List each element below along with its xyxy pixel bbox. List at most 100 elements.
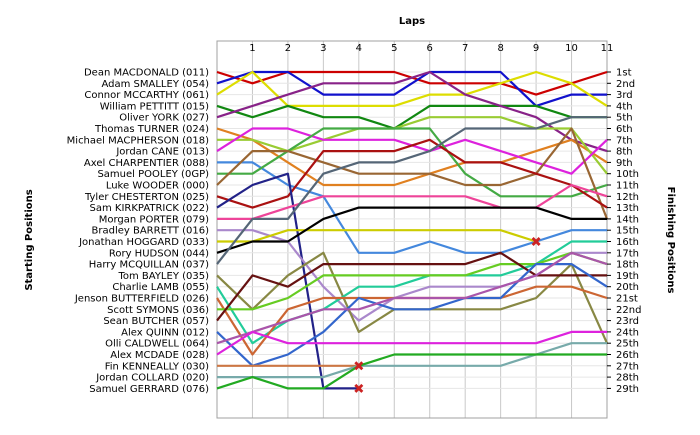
series-line bbox=[217, 229, 537, 243]
series-line bbox=[216, 251, 607, 322]
finishing-position-label: 13th bbox=[616, 203, 639, 214]
finishing-position-label: 3rd bbox=[616, 90, 633, 101]
lap-tick-label: 1 bbox=[249, 43, 255, 54]
finishing-position-label: 29th bbox=[616, 384, 639, 395]
retirement-markers bbox=[354, 237, 541, 393]
driver-label: Dean MACDONALD (011) bbox=[84, 68, 209, 79]
driver-label: Rory HUDSON (044) bbox=[109, 248, 209, 259]
lap-tick-label: 11 bbox=[601, 43, 614, 54]
finishing-position-label: 1st bbox=[616, 68, 632, 79]
finishing-position-label: 27th bbox=[616, 361, 639, 372]
finishing-position-label: 7th bbox=[616, 135, 633, 146]
driver-label: Jonathan HOGGARD (033) bbox=[78, 237, 209, 248]
lap-tick-label: 5 bbox=[391, 43, 397, 54]
lap-tick-label: 6 bbox=[427, 43, 433, 54]
series-line bbox=[216, 116, 607, 265]
finishing-position-label: 9th bbox=[616, 158, 633, 169]
driver-label: Sean BUTCHER (057) bbox=[103, 316, 209, 327]
lap-tick-label: 3 bbox=[320, 43, 326, 54]
series-line bbox=[216, 127, 609, 220]
driver-label: Adam SMALLEY (054) bbox=[101, 79, 209, 90]
y-axis-right-title: Finishing Positions bbox=[665, 187, 676, 294]
finishing-position-label: 26th bbox=[616, 350, 639, 361]
series-line bbox=[216, 240, 607, 345]
driver-label: Charlie LAMB (055) bbox=[112, 282, 209, 293]
finishing-position-label: 17th bbox=[616, 248, 639, 259]
retirement-marker bbox=[531, 237, 541, 246]
finishing-position-label: 24th bbox=[616, 327, 639, 338]
driver-label: Jenson BUTTERFIELD (026) bbox=[74, 294, 209, 305]
lap-tick-label: 10 bbox=[565, 43, 578, 54]
lap-tick-labels: 1 2 3 4 5 6 7 8 9 10 11 bbox=[249, 43, 613, 54]
driver-label: Oliver YORK (027) bbox=[119, 113, 209, 124]
lap-tick-label: 9 bbox=[533, 43, 539, 54]
driver-label: Samuel POOLEY (0GP) bbox=[97, 169, 209, 180]
finishing-position-label: 14th bbox=[616, 214, 639, 225]
finishing-position-label: 4th bbox=[616, 101, 633, 112]
finishing-position-label: 8th bbox=[616, 147, 633, 158]
starting-position-labels: Dean MACDONALD (011)Adam SMALLEY (054)Co… bbox=[67, 68, 209, 395]
series-line bbox=[216, 353, 607, 390]
lap-tick-label: 4 bbox=[356, 43, 362, 54]
finishing-position-label: 23rd bbox=[616, 316, 639, 327]
driver-label: Alex MCDADE (028) bbox=[110, 350, 209, 361]
driver-label: Alex QUINN (012) bbox=[121, 327, 209, 338]
finishing-position-label: 10th bbox=[616, 169, 639, 180]
retirement-marker bbox=[354, 361, 364, 371]
finishing-position-label: 22nd bbox=[616, 305, 641, 316]
driver-label: Olli CALDWELL (064) bbox=[105, 339, 209, 350]
finishing-position-label: 12th bbox=[616, 192, 639, 203]
driver-label: Jordan CANE (013) bbox=[115, 147, 209, 158]
y-axis-left-title: Starting Positions bbox=[24, 189, 35, 290]
finishing-position-label: 25th bbox=[616, 339, 639, 350]
lap-tick-label: 2 bbox=[285, 43, 291, 54]
series-line bbox=[216, 263, 608, 367]
series-line bbox=[216, 330, 607, 356]
driver-label: Connor MCCARTHY (061) bbox=[84, 90, 209, 101]
series-line bbox=[216, 70, 607, 108]
x-axis-title: Laps bbox=[399, 16, 425, 27]
finishing-position-label: 15th bbox=[616, 226, 639, 237]
finishing-position-label: 20th bbox=[616, 282, 639, 293]
driver-label: William PETTITT (015) bbox=[100, 101, 209, 112]
driver-label: Morgan PORTER (079) bbox=[99, 214, 209, 225]
finishing-position-label: 11th bbox=[616, 181, 639, 192]
series-line bbox=[217, 251, 608, 311]
series-line bbox=[216, 70, 608, 153]
driver-label: Scott SYMONS (036) bbox=[107, 305, 209, 316]
series-line bbox=[216, 206, 607, 254]
series-line bbox=[216, 127, 608, 187]
series-line bbox=[217, 342, 607, 379]
driver-label: Samuel GERRARD (076) bbox=[89, 384, 209, 395]
finishing-position-label: 2nd bbox=[616, 79, 635, 90]
driver-label: Thomas TURNER (024) bbox=[94, 124, 209, 135]
series-line bbox=[216, 172, 359, 390]
finishing-position-labels: 1st2nd3rd4th5th6th7th8th9th10th11th12th1… bbox=[607, 68, 641, 395]
series-line bbox=[217, 116, 608, 175]
series-line bbox=[217, 161, 607, 254]
retirement-marker bbox=[354, 383, 364, 393]
series-line bbox=[216, 138, 608, 209]
finishing-position-label: 16th bbox=[616, 237, 639, 248]
driver-label: Tom BAYLEY (035) bbox=[117, 271, 209, 282]
driver-label: Fin KENNEALLY (030) bbox=[105, 361, 209, 372]
driver-label: Michael MACPHERSON (018) bbox=[67, 135, 209, 146]
finishing-position-label: 28th bbox=[616, 373, 639, 384]
driver-label: Harry MCQUILLAN (037) bbox=[89, 260, 209, 271]
driver-label: Jordan COLLARD (020) bbox=[95, 373, 209, 384]
series-line bbox=[217, 183, 608, 220]
driver-label: Luke WOODER (000) bbox=[106, 181, 209, 192]
finishing-position-label: 19th bbox=[616, 271, 639, 282]
driver-label: Bradley BARRETT (016) bbox=[92, 226, 210, 237]
series-lines bbox=[216, 70, 609, 390]
series-line bbox=[216, 104, 607, 130]
finishing-position-label: 6th bbox=[616, 124, 633, 135]
series-line bbox=[216, 251, 608, 345]
series-line bbox=[216, 70, 608, 108]
series-line bbox=[217, 127, 608, 198]
lap-tick-label: 8 bbox=[497, 43, 503, 54]
driver-label: Axel CHARPENTIER (088) bbox=[84, 158, 209, 169]
driver-label: Tyler CHESTERTON (025) bbox=[84, 192, 209, 203]
finishing-position-label: 18th bbox=[616, 260, 639, 271]
